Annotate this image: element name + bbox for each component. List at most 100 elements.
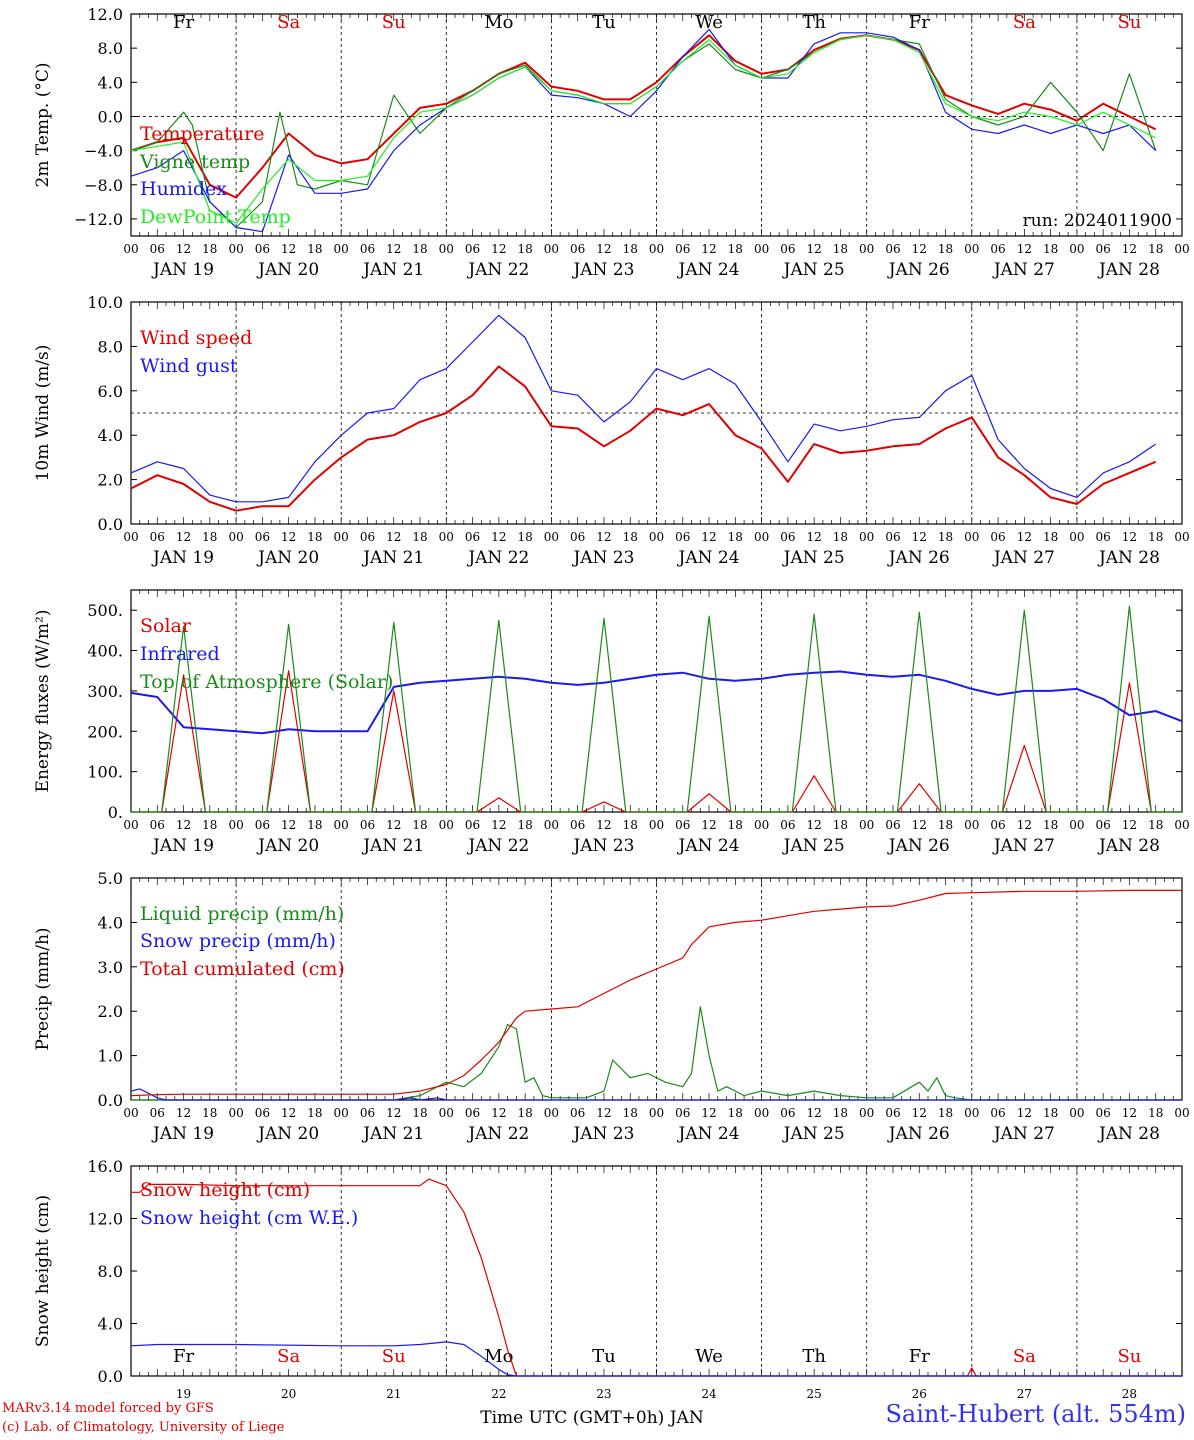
hour-label: 00 [544, 242, 559, 256]
panel-2: 0.0 2.0 4.0 6.0 8.0 10.0 10m Wind (m/s) 00 06 12 1… [33, 293, 1190, 568]
hour-label: 06 [465, 242, 480, 256]
date-label: JAN 19 [151, 1124, 214, 1144]
hour-label: 06 [150, 1106, 165, 1120]
hour-label: 06 [150, 530, 165, 544]
hour-label: 06 [1096, 242, 1111, 256]
hour-label: 12 [281, 530, 296, 544]
hour-label: 00 [1069, 818, 1084, 832]
series-line-temperature [130, 34, 1157, 199]
hour-label: 12 [1122, 530, 1137, 544]
hour-label: 12 [807, 530, 822, 544]
hour-label: 06 [360, 818, 375, 832]
hour-label: 00 [334, 818, 349, 832]
y-tick-label: 0. [108, 803, 123, 822]
hour-label: 12 [1017, 818, 1032, 832]
hour-label: 00 [544, 818, 559, 832]
date-label: 26 [912, 1387, 927, 1401]
date-label: JAN 19 [151, 836, 214, 856]
hour-label: 12 [912, 242, 927, 256]
hour-label: 06 [1096, 530, 1111, 544]
y-tick-label: 0.0 [98, 1367, 123, 1386]
date-label: JAN 24 [677, 836, 740, 856]
legend-entry: Snow precip (mm/h) [140, 930, 336, 952]
hour-label: 18 [623, 818, 638, 832]
hour-label: 06 [1096, 1106, 1111, 1120]
day-of-week-label: Sa [277, 12, 300, 33]
y-tick-label: 500. [87, 601, 123, 620]
day-of-week-label: Sa [1013, 12, 1036, 33]
hour-label: 06 [990, 530, 1005, 544]
legend-entry: Top of Atmosphere (Solar) [140, 671, 393, 693]
y-tick-label: 4.0 [98, 1315, 123, 1334]
date-label: JAN 21 [361, 548, 424, 568]
y-tick-label: 0.0 [98, 1091, 123, 1110]
y-tick-label: 1.0 [98, 1047, 123, 1066]
hour-label: 00 [1174, 818, 1189, 832]
y-tick-label: 5.0 [98, 869, 123, 888]
hour-label: 12 [1017, 530, 1032, 544]
hour-label: 00 [649, 1106, 664, 1120]
legend-entry: Temperature [140, 123, 264, 145]
day-of-week-label: Su [382, 1346, 406, 1367]
hour-label: 06 [780, 818, 795, 832]
hour-label: 18 [412, 242, 427, 256]
hour-label: 12 [491, 818, 506, 832]
date-label: JAN 22 [466, 836, 529, 856]
hour-label: 12 [596, 242, 611, 256]
y-tick-label: 2.0 [98, 471, 123, 490]
hour-label: 18 [623, 1106, 638, 1120]
hour-label: 18 [517, 242, 532, 256]
y-tick-label: 200. [87, 722, 123, 741]
date-label: 22 [491, 1387, 506, 1401]
series-line-humidex [130, 28, 1157, 233]
y-tick-label: 0.0 [98, 107, 123, 126]
legend-entry: Snow height (cm) [140, 1179, 310, 1201]
date-label: JAN 22 [466, 260, 529, 280]
date-label: JAN 19 [151, 260, 214, 280]
hour-label: 12 [1017, 242, 1032, 256]
hour-label: 00 [1069, 242, 1084, 256]
hour-label: 18 [1148, 1106, 1163, 1120]
hour-label: 12 [176, 1106, 191, 1120]
day-of-week-label: Sa [1013, 1346, 1036, 1367]
hour-label: 12 [491, 530, 506, 544]
hour-label: 18 [1148, 530, 1163, 544]
legend-entry: Snow height (cm W.E.) [140, 1207, 358, 1229]
hour-label: 06 [465, 818, 480, 832]
day-of-week-label: Fr [173, 12, 194, 33]
y-tick-label: 6.0 [98, 382, 123, 401]
hour-label: 18 [728, 242, 743, 256]
hour-label: 12 [912, 1106, 927, 1120]
hour-label: 00 [859, 1106, 874, 1120]
hour-label: 00 [859, 530, 874, 544]
hour-label: 18 [1043, 818, 1058, 832]
date-label: JAN 21 [361, 1124, 424, 1144]
y-tick-label: 12.0 [87, 5, 123, 24]
hour-label: 18 [1148, 818, 1163, 832]
hour-label: 06 [570, 1106, 585, 1120]
hour-label: 18 [728, 818, 743, 832]
station-name: Saint-Hubert (alt. 554m) [885, 1400, 1186, 1428]
series-line-snow-precip-mm-h [130, 1088, 1182, 1101]
hour-label: 18 [833, 530, 848, 544]
hour-label: 18 [202, 242, 217, 256]
hour-label: 12 [386, 818, 401, 832]
y-tick-label: 0.0 [98, 515, 123, 534]
date-label: JAN 28 [1097, 260, 1160, 280]
hour-label: 18 [202, 530, 217, 544]
hour-label: 18 [202, 818, 217, 832]
hour-label: 12 [386, 242, 401, 256]
hour-label: 00 [754, 530, 769, 544]
hour-label: 06 [990, 1106, 1005, 1120]
hour-label: 00 [1174, 1106, 1189, 1120]
hour-label: 12 [1017, 1106, 1032, 1120]
date-label: JAN 24 [677, 260, 740, 280]
hour-label: 00 [228, 818, 243, 832]
y-tick-label: 16.0 [87, 1157, 123, 1176]
date-label: JAN 24 [677, 548, 740, 568]
hour-label: 00 [544, 1106, 559, 1120]
hour-label: 18 [307, 818, 322, 832]
y-tick-label: 2.0 [98, 1002, 123, 1021]
date-label: JAN 20 [256, 1124, 319, 1144]
hour-label: 06 [360, 1106, 375, 1120]
